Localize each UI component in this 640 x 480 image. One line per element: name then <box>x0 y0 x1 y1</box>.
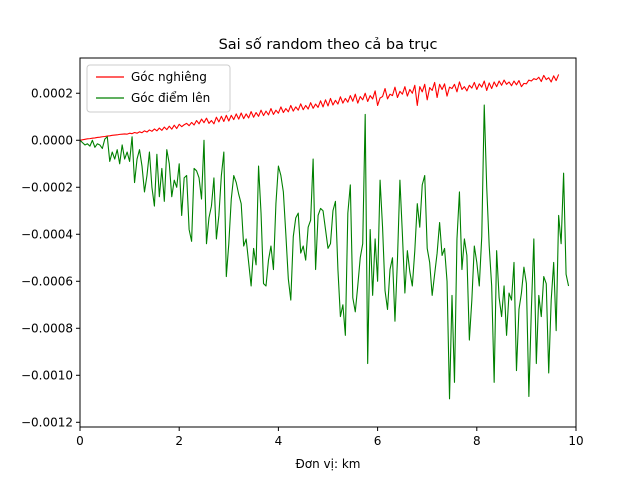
series-line-0 <box>80 74 560 141</box>
y-tick-label: −0.0012 <box>21 415 73 429</box>
y-tick-label: 0.0000 <box>31 133 73 147</box>
x-tick-label: 8 <box>473 434 481 448</box>
x-tick-label: 4 <box>275 434 283 448</box>
x-axis-label: Đơn vị: km <box>296 457 361 471</box>
x-axis: 0 2 4 6 8 10 <box>76 427 584 448</box>
x-tick-label: 6 <box>374 434 382 448</box>
y-tick-label: −0.0002 <box>21 180 73 194</box>
y-axis: 0.0002 0.0000 −0.0002 −0.0004 −0.0006 −0.0008… <box>21 86 80 429</box>
y-tick-label: −0.0004 <box>21 227 73 241</box>
series-layer <box>80 74 570 400</box>
y-tick-label: −0.0010 <box>21 368 73 382</box>
legend: Góc nghiêng Góc điểm lên <box>86 64 231 113</box>
y-tick-label: −0.0006 <box>21 274 73 288</box>
series-line-1 <box>80 104 570 400</box>
y-tick-label: −0.0008 <box>21 321 73 335</box>
x-tick-label: 2 <box>175 434 183 448</box>
x-tick-label: 10 <box>568 434 583 448</box>
plot-frame <box>79 57 577 428</box>
legend-label-goc-nghieng: Góc nghiêng <box>131 70 207 84</box>
y-tick-label: 0.0002 <box>31 86 73 100</box>
x-tick-label: 0 <box>76 434 84 448</box>
chart-title: Sai số random theo cả ba trục <box>219 36 438 53</box>
legend-label-goc-diem-len: Góc điểm lên <box>131 91 210 105</box>
